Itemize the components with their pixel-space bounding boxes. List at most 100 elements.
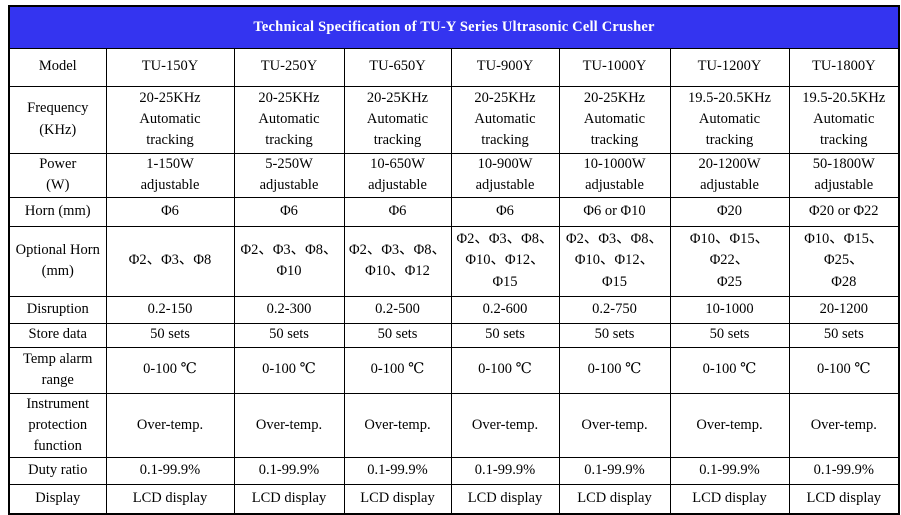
cell: Φ20: [669, 196, 790, 227]
cell: Φ2、Φ3、Φ8、 Φ10、Φ12: [343, 225, 452, 297]
cell: 0-100 ℃: [105, 346, 235, 394]
cell: 10-900W adjustable: [450, 152, 560, 198]
cell: 0.1-99.9%: [233, 456, 345, 485]
cell: 50 sets: [788, 322, 900, 348]
cell: Over-temp.: [669, 392, 790, 458]
table-row-optional-horn: Optional Horn (mm) Φ2、Φ3、Φ8 Φ2、Φ3、Φ8、 Φ1…: [8, 225, 900, 297]
column-header: TU-1000Y: [558, 47, 671, 87]
cell: 0-100 ℃: [233, 346, 345, 394]
cell: 0.2-150: [105, 295, 235, 324]
table-row-frequency: Frequency (KHz) 20-25KHz Automatic track…: [8, 85, 900, 154]
cell: LCD display: [233, 483, 345, 515]
cell: 20-25KHz Automatic tracking: [558, 85, 671, 154]
cell: LCD display: [105, 483, 235, 515]
cell: LCD display: [343, 483, 452, 515]
cell: 10-650W adjustable: [343, 152, 452, 198]
spec-table: Technical Specification of TU-Y Series U…: [8, 5, 901, 515]
cell: 0-100 ℃: [343, 346, 452, 394]
column-header: TU-900Y: [450, 47, 560, 87]
row-label: Duty ratio: [8, 456, 107, 485]
row-label: Store data: [8, 322, 107, 348]
cell: LCD display: [788, 483, 900, 515]
page-title: Technical Specification of TU-Y Series U…: [8, 5, 900, 49]
cell: 0.1-99.9%: [450, 456, 560, 485]
column-header: TU-1200Y: [669, 47, 790, 87]
cell: LCD display: [669, 483, 790, 515]
table-row-duty-ratio: Duty ratio 0.1-99.9% 0.1-99.9% 0.1-99.9%…: [8, 456, 900, 485]
cell: Φ2、Φ3、Φ8、 Φ10、Φ12、Φ15: [450, 225, 560, 297]
cell: 10-1000: [669, 295, 790, 324]
cell: 20-25KHz Automatic tracking: [450, 85, 560, 154]
table-row-display: Display LCD display LCD display LCD disp…: [8, 483, 900, 515]
cell: 20-25KHz Automatic tracking: [233, 85, 345, 154]
cell: Φ2、Φ3、Φ8、 Φ10: [233, 225, 345, 297]
cell: Over-temp.: [343, 392, 452, 458]
cell: Φ6: [343, 196, 452, 227]
cell: Φ2、Φ3、Φ8、 Φ10、Φ12、 Φ15: [558, 225, 671, 297]
cell: Φ6: [233, 196, 345, 227]
cell: Over-temp.: [558, 392, 671, 458]
row-label: Model: [8, 47, 107, 87]
cell: 5-250W adjustable: [233, 152, 345, 198]
cell: 0.2-750: [558, 295, 671, 324]
cell: 20-25KHz Automatic tracking: [105, 85, 235, 154]
cell: 1-150W adjustable: [105, 152, 235, 198]
column-header: TU-1800Y: [788, 47, 900, 87]
cell: Over-temp.: [450, 392, 560, 458]
cell: Φ20 or Φ22: [788, 196, 900, 227]
row-label: Frequency (KHz): [8, 85, 107, 154]
table-row-power: Power (W) 1-150W adjustable 5-250W adjus…: [8, 152, 900, 198]
cell: 20-1200W adjustable: [669, 152, 790, 198]
cell: 19.5-20.5KHz Automatic tracking: [669, 85, 790, 154]
cell: 10-1000W adjustable: [558, 152, 671, 198]
row-label: Disruption: [8, 295, 107, 324]
row-label: Display: [8, 483, 107, 515]
cell: Φ2、Φ3、Φ8: [105, 225, 235, 297]
cell: 0.1-99.9%: [105, 456, 235, 485]
cell: 50 sets: [105, 322, 235, 348]
cell: 50 sets: [669, 322, 790, 348]
cell: 0-100 ℃: [450, 346, 560, 394]
cell: Φ6 or Φ10: [558, 196, 671, 227]
row-label: Temp alarm range: [8, 346, 107, 394]
cell: 20-1200: [788, 295, 900, 324]
row-label: Horn (mm): [8, 196, 107, 227]
column-header: TU-250Y: [233, 47, 345, 87]
cell: 0.1-99.9%: [669, 456, 790, 485]
cell: 20-25KHz Automatic tracking: [343, 85, 452, 154]
cell: Φ6: [105, 196, 235, 227]
table-row-protection: Instrument protection function Over-temp…: [8, 392, 900, 458]
table-row-horn: Horn (mm) Φ6 Φ6 Φ6 Φ6 Φ6 or Φ10 Φ20 Φ20 …: [8, 196, 900, 227]
cell: 19.5-20.5KHz Automatic tracking: [788, 85, 900, 154]
row-label: Optional Horn (mm): [8, 225, 107, 297]
table-row-model: Model TU-150Y TU-250Y TU-650Y TU-900Y TU…: [8, 47, 900, 87]
cell: 0.1-99.9%: [343, 456, 452, 485]
cell: 0-100 ℃: [669, 346, 790, 394]
cell: LCD display: [450, 483, 560, 515]
cell: Φ6: [450, 196, 560, 227]
column-header: TU-150Y: [105, 47, 235, 87]
cell: Φ10、Φ15、Φ25、 Φ28: [788, 225, 900, 297]
cell: 0.1-99.9%: [558, 456, 671, 485]
cell: Φ10、Φ15、Φ22、 Φ25: [669, 225, 790, 297]
cell: Over-temp.: [788, 392, 900, 458]
row-label: Power (W): [8, 152, 107, 198]
cell: 0.2-300: [233, 295, 345, 324]
cell: 50 sets: [343, 322, 452, 348]
cell: 50 sets: [558, 322, 671, 348]
title-row: Technical Specification of TU-Y Series U…: [8, 5, 900, 49]
table-row-disruption: Disruption 0.2-150 0.2-300 0.2-500 0.2-6…: [8, 295, 900, 324]
cell: 0.2-500: [343, 295, 452, 324]
column-header: TU-650Y: [343, 47, 452, 87]
table-row-temp-alarm: Temp alarm range 0-100 ℃ 0-100 ℃ 0-100 ℃…: [8, 346, 900, 394]
cell: 0-100 ℃: [788, 346, 900, 394]
cell: Over-temp.: [233, 392, 345, 458]
cell: 50 sets: [233, 322, 345, 348]
cell: Over-temp.: [105, 392, 235, 458]
row-label: Instrument protection function: [8, 392, 107, 458]
cell: 50 sets: [450, 322, 560, 348]
table-row-store-data: Store data 50 sets 50 sets 50 sets 50 se…: [8, 322, 900, 348]
cell: 0.2-600: [450, 295, 560, 324]
cell: 0.1-99.9%: [788, 456, 900, 485]
